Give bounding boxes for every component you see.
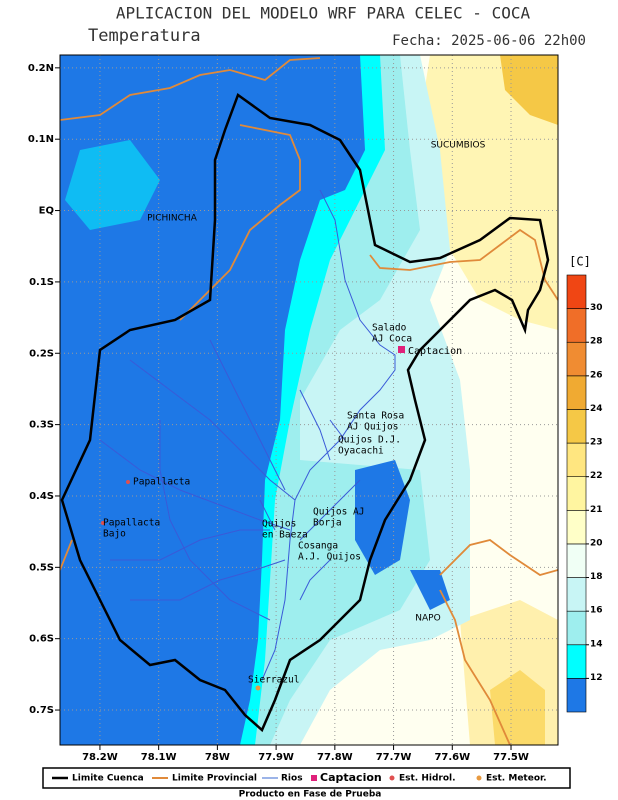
- station-label: Bajo: [103, 529, 126, 540]
- colorbar-tick-label: 18: [590, 572, 603, 582]
- region-label: NAPO: [415, 614, 440, 624]
- legend-swatch: [311, 775, 317, 781]
- x-tick-label: 78W: [205, 752, 230, 763]
- region-label: PICHINCHA: [147, 214, 198, 224]
- colorbar-segment: [566, 678, 587, 713]
- y-tick-label: 0.2N: [28, 63, 54, 74]
- colorbar-segment: [566, 610, 587, 646]
- legend-swatch: [476, 775, 482, 781]
- colorbar-segment: [566, 409, 587, 444]
- date: Fecha: 2025-06-06 22h00: [392, 33, 586, 49]
- y-tick-label: 0.2S: [29, 348, 54, 359]
- colorbar-segment: [566, 274, 587, 309]
- station-label: AJ Quijos: [347, 422, 398, 433]
- rivers: [99, 189, 396, 681]
- legend-label: Captacion: [320, 771, 382, 784]
- region-label: SUCUMBIOS: [431, 141, 486, 151]
- colorbar-segment: [566, 341, 587, 377]
- x-tick-label: 77.9W: [258, 752, 294, 763]
- colorbar-segment: [566, 577, 587, 612]
- station-label: Cosanga: [298, 541, 338, 552]
- legend-label: Limite Provincial: [172, 774, 257, 784]
- station-label: Sierrazul: [248, 675, 299, 686]
- title: APLICACION DEL MODELO WRF PARA CELEC - C…: [116, 4, 531, 23]
- station-marker: [101, 521, 105, 525]
- colorbar-tick-label: 20: [590, 538, 603, 548]
- legend-label: Est. Meteor.: [486, 774, 547, 784]
- legend-label: Est. Hidrol.: [399, 774, 456, 784]
- colorbar-tick-label: 21: [590, 505, 603, 515]
- x-tick-label: 77.6W: [434, 752, 470, 763]
- colorbar: [C] 12 14 16 18 20 21 22 23 24 26 28 30: [566, 255, 603, 713]
- colorbar-tick-label: 16: [590, 606, 603, 616]
- station-label: AJ Coca: [372, 334, 412, 345]
- footer: Producto en Fase de Prueba: [239, 790, 382, 800]
- y-tick-label: EQ: [39, 206, 54, 217]
- legend-box: [42, 767, 571, 789]
- y-tick-label: 0.3S: [29, 420, 54, 431]
- station-marker: [255, 685, 261, 691]
- y-tick-label: 0.5S: [29, 562, 54, 573]
- colorbar-segment: [566, 543, 587, 578]
- legend-label: Limite Cuenca: [72, 774, 144, 784]
- colorbar-tick-label: 14: [590, 639, 603, 649]
- colorbar-segment: [566, 308, 587, 343]
- station-marker: [126, 480, 130, 484]
- basin-outline: [60, 93, 550, 733]
- colorbar-title: [C]: [569, 255, 591, 269]
- colorbar-segment: [566, 644, 587, 679]
- station-label: Papallacta: [133, 477, 190, 488]
- colorbar-tick-label: 24: [590, 404, 603, 414]
- variable: Temperatura: [88, 26, 201, 46]
- y-tick-label: 0.1N: [28, 134, 54, 145]
- station-label: Borja: [313, 518, 342, 529]
- colorbar-segment: [566, 375, 587, 410]
- station-label: Papallacta: [103, 518, 160, 529]
- colorbar-segment: [566, 510, 587, 545]
- temperature-field: [60, 55, 558, 745]
- station-label: Salado: [372, 323, 407, 334]
- x-tick-label: 77.8W: [317, 752, 353, 763]
- captacion-marker: [398, 346, 405, 353]
- legend-label: Rios: [281, 774, 303, 784]
- colorbar-segment: [566, 476, 587, 511]
- y-tick-label: 0.6S: [29, 634, 54, 645]
- station-label: Oyacachi: [338, 446, 384, 457]
- x-tick-label: 78.1W: [141, 752, 177, 763]
- colorbar-tick-label: 12: [590, 673, 603, 683]
- colorbar-tick-label: 23: [590, 438, 603, 448]
- x-tick-label: 77.5W: [493, 752, 529, 763]
- colorbar-tick-label: 22: [590, 471, 603, 481]
- legend-swatch: [389, 775, 395, 781]
- y-tick-label: 0.7S: [29, 705, 54, 716]
- y-tick-label: 0.1S: [29, 277, 54, 288]
- x-tick-label: 78.2W: [82, 752, 118, 763]
- station-label: Quijos D.J.: [338, 435, 401, 446]
- legend: Limite Cuenca Limite Provincial Rios Cap…: [42, 767, 571, 789]
- region-labels: PICHINCHA SUCUMBIOS NAPO: [147, 141, 485, 624]
- overlays: [60, 57, 558, 745]
- station-label: Santa Rosa: [347, 411, 404, 422]
- station-label: en Baeza: [262, 530, 308, 541]
- y-tick-label: 0.4S: [29, 491, 54, 502]
- colorbar-tick-label: 26: [590, 370, 603, 380]
- station-label: Quijos: [262, 519, 296, 530]
- station-label: Quijos AJ: [313, 507, 364, 518]
- x-tick-label: 77.7W: [376, 752, 412, 763]
- colorbar-segment: [566, 442, 587, 477]
- station-label: Captacion: [408, 346, 462, 357]
- grid: 0.2N 0.1N EQ 0.1S 0.2S 0.3S 0.4S 0.5S 0.6S 0.7S 78…: [28, 55, 558, 763]
- plot-frame: [59, 54, 559, 746]
- station-label: A.J. Quijos: [298, 552, 361, 563]
- colorbar-tick-label: 30: [590, 303, 603, 313]
- colorbar-tick-label: 28: [590, 337, 603, 347]
